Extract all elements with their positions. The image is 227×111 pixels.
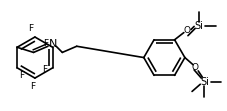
Text: F: F bbox=[19, 70, 24, 79]
Text: Si: Si bbox=[194, 21, 203, 31]
Text: O: O bbox=[191, 63, 198, 72]
Text: N: N bbox=[49, 39, 57, 49]
Text: F: F bbox=[28, 24, 33, 33]
Text: F: F bbox=[43, 39, 48, 48]
Text: F: F bbox=[42, 65, 47, 74]
Text: F: F bbox=[30, 82, 35, 91]
Text: Si: Si bbox=[199, 77, 208, 87]
Text: O: O bbox=[183, 26, 190, 35]
